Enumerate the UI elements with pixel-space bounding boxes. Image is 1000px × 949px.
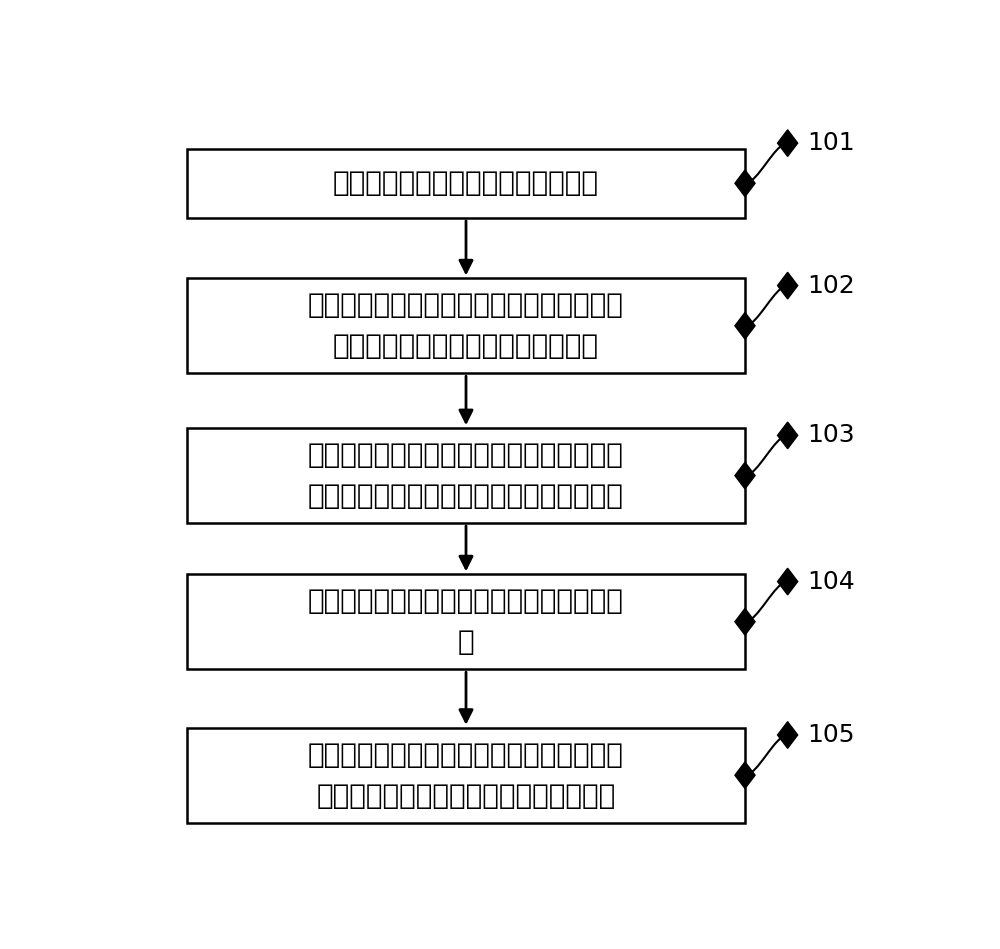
Text: 四分量海洋面波观测系统设计、施工: 四分量海洋面波观测系统设计、施工 xyxy=(333,169,599,197)
Text: 海洋面波人工震源数据格式转换、时间漂移
校正、道均衡与带通滤波等预处理。: 海洋面波人工震源数据格式转换、时间漂移 校正、道均衡与带通滤波等预处理。 xyxy=(308,291,624,361)
FancyBboxPatch shape xyxy=(187,278,745,373)
Polygon shape xyxy=(735,762,755,789)
FancyBboxPatch shape xyxy=(187,574,745,669)
Text: 105: 105 xyxy=(807,723,855,747)
Polygon shape xyxy=(778,130,798,157)
Polygon shape xyxy=(778,568,798,595)
Text: 叠加舒尔特波和声导波的频散能量谱，并进
行归一化处理，保存输出最终频散能量图: 叠加舒尔特波和声导波的频散能量谱，并进 行归一化处理，保存输出最终频散能量图 xyxy=(308,740,624,809)
Polygon shape xyxy=(778,422,798,449)
Text: 102: 102 xyxy=(807,273,855,298)
FancyBboxPatch shape xyxy=(187,149,745,218)
FancyBboxPatch shape xyxy=(187,428,745,523)
Text: 103: 103 xyxy=(807,423,855,447)
Polygon shape xyxy=(778,721,798,749)
Polygon shape xyxy=(735,312,755,339)
Polygon shape xyxy=(735,462,755,489)
Polygon shape xyxy=(735,608,755,635)
Text: 对三分量地震计舒尔特波进行姿态校正，基
于相移法获得炮线方向和垂向的频散能量谱: 对三分量地震计舒尔特波进行姿态校正，基 于相移法获得炮线方向和垂向的频散能量谱 xyxy=(308,441,624,511)
FancyBboxPatch shape xyxy=(187,728,745,823)
Text: 101: 101 xyxy=(807,131,855,155)
Polygon shape xyxy=(735,170,755,196)
Polygon shape xyxy=(778,272,798,299)
Text: 104: 104 xyxy=(807,569,855,593)
Text: 基于相移法获得水听分量声导波的频散能量
谱: 基于相移法获得水听分量声导波的频散能量 谱 xyxy=(308,587,624,657)
